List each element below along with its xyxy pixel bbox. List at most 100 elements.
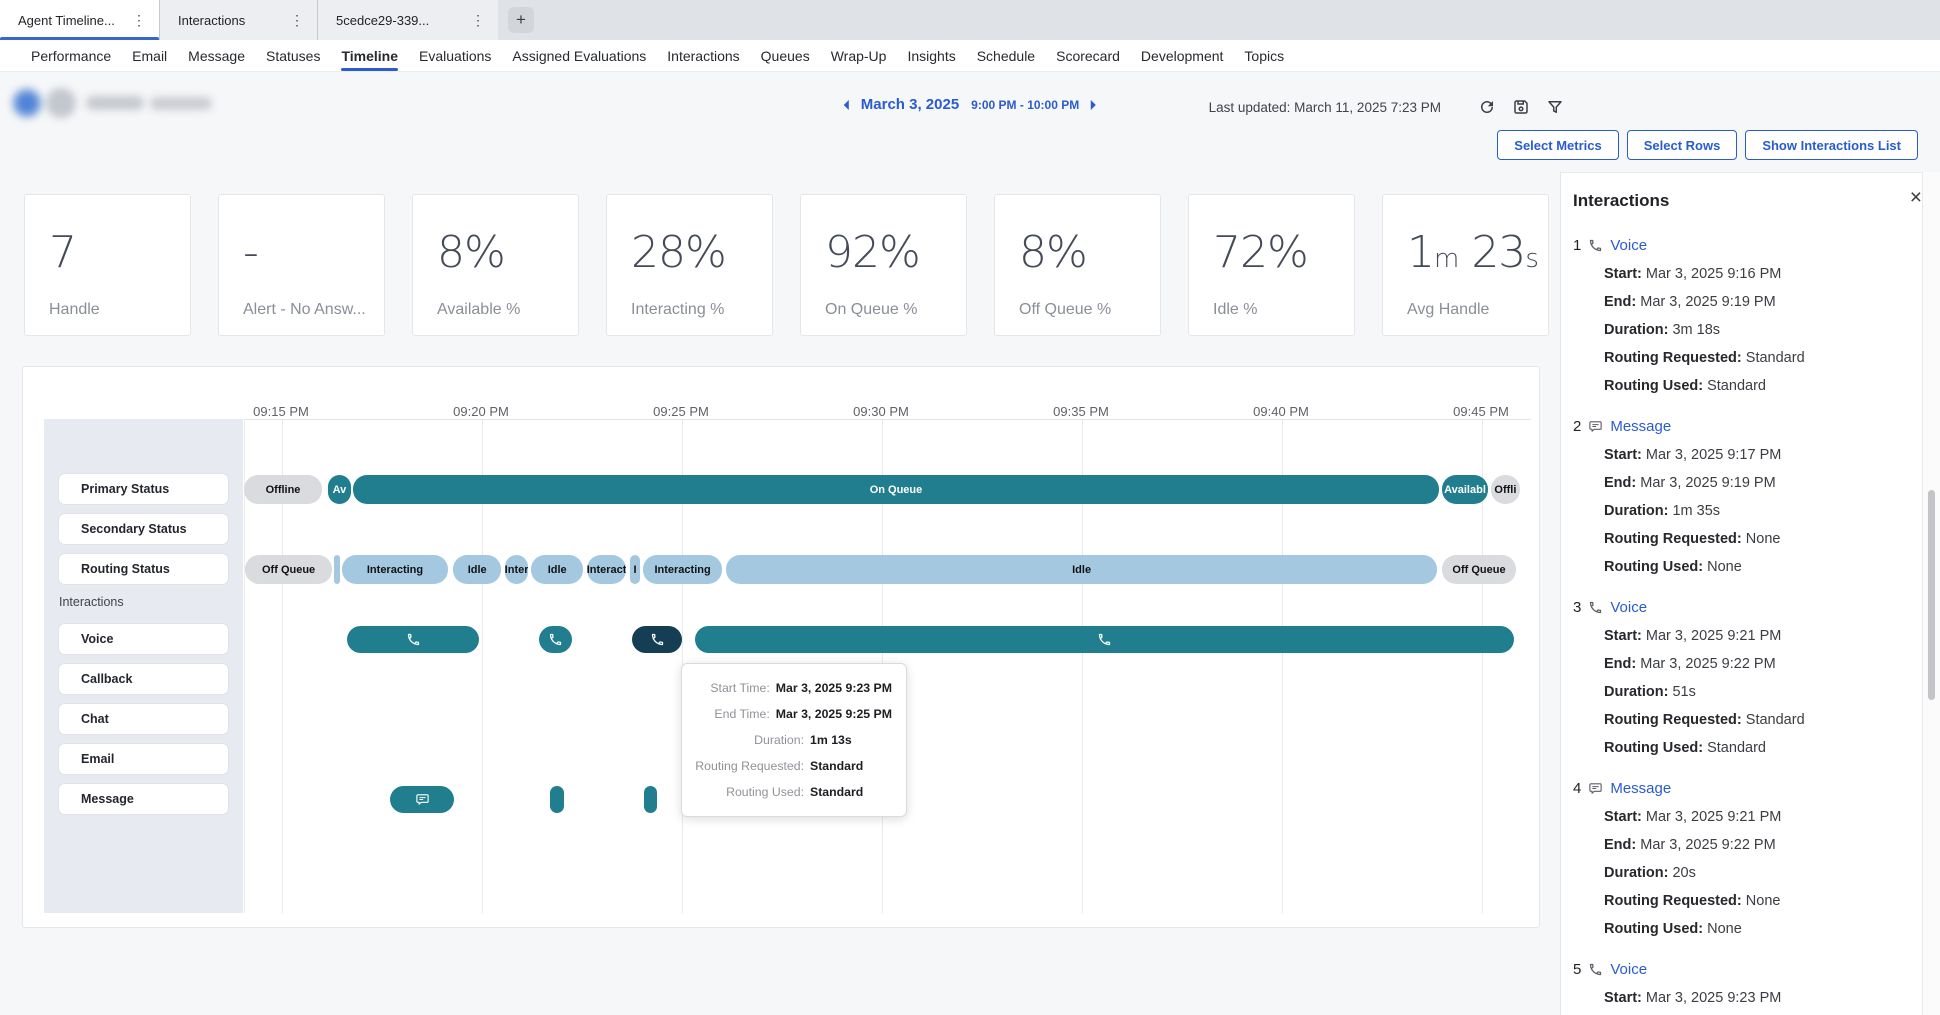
tooltip-value: Mar 3, 2025 9:23 PM <box>776 681 892 695</box>
chart-row-button-callback[interactable]: Callback <box>59 664 228 694</box>
routing-segment-interacting[interactable]: Interacting <box>342 555 448 584</box>
nav-tab-scorecard[interactable]: Scorecard <box>1056 40 1120 71</box>
interaction-detail: Routing Requested: None <box>1604 887 1920 915</box>
voice-segment[interactable] <box>347 626 479 653</box>
browser-tab-agent-timeline[interactable]: Agent Timeline...⋮ <box>0 0 160 40</box>
detail-value: Mar 3, 2025 9:19 PM <box>1640 294 1775 310</box>
message-segment[interactable] <box>550 786 564 813</box>
tooltip-row: Routing Requested:Standard <box>692 753 892 779</box>
primary-segment-availabl[interactable]: Availabl <box>1442 475 1488 504</box>
app-window: Agent Timeline...⋮Interactions⋮5cedce29-… <box>0 0 1940 1015</box>
routing-segment-off-queue[interactable]: Off Queue <box>245 555 332 584</box>
interaction-detail: Start: Mar 3, 2025 9:23 PM <box>1604 984 1920 1012</box>
nav-tab-insights[interactable]: Insights <box>907 40 955 71</box>
voice-segment[interactable] <box>539 626 572 653</box>
interaction-detail: End: Mar 3, 2025 9:22 PM <box>1604 831 1920 859</box>
detail-value: Mar 3, 2025 9:17 PM <box>1646 447 1781 463</box>
select-metrics-button[interactable]: Select Metrics <box>1497 130 1618 160</box>
nav-tab-schedule[interactable]: Schedule <box>977 40 1035 71</box>
interaction-number: 5 <box>1573 961 1581 978</box>
segment-label: Idle <box>543 564 572 576</box>
interaction-type-link[interactable]: Message <box>1610 418 1671 435</box>
voice-segment[interactable] <box>632 626 682 653</box>
voice-segment[interactable] <box>695 626 1514 653</box>
tooltip-row: Routing Used:Standard <box>692 779 892 805</box>
nav-tab-statuses[interactable]: Statuses <box>266 40 320 71</box>
close-icon[interactable]: × <box>1910 187 1922 208</box>
save-icon[interactable] <box>1511 97 1531 117</box>
phone-icon <box>406 632 421 647</box>
detail-value: Mar 3, 2025 9:16 PM <box>1646 266 1781 282</box>
panel-scrollbar-thumb[interactable] <box>1928 490 1935 700</box>
new-tab-button[interactable]: + <box>508 7 534 33</box>
current-date[interactable]: March 3, 2025 <box>861 96 959 113</box>
phone-icon <box>1588 962 1603 977</box>
chart-row-button-routing[interactable]: Routing Status <box>59 554 228 584</box>
next-interval-arrow-icon[interactable] <box>1091 100 1096 110</box>
interaction-type-link[interactable]: Voice <box>1610 961 1647 978</box>
tab-menu-icon[interactable]: ⋮ <box>468 12 488 29</box>
nav-tab-topics[interactable]: Topics <box>1244 40 1284 71</box>
detail-value: Standard <box>1746 350 1805 366</box>
nav-tab-email[interactable]: Email <box>132 40 167 71</box>
interaction-detail: Routing Used: Standard <box>1604 372 1920 400</box>
routing-segment-off-queue[interactable]: Off Queue <box>1442 555 1516 584</box>
interaction-detail: Start: Mar 3, 2025 9:17 PM <box>1604 441 1920 469</box>
routing-segment-i[interactable]: I <box>630 555 640 584</box>
chart-row-button-primary[interactable]: Primary Status <box>59 474 228 504</box>
nav-tab-performance[interactable]: Performance <box>31 40 111 71</box>
message-segment[interactable] <box>390 786 454 813</box>
nav-tab-development[interactable]: Development <box>1141 40 1224 71</box>
routing-segment-interacting[interactable]: Interacting <box>643 555 722 584</box>
routing-segment-idle[interactable]: Idle <box>726 555 1437 584</box>
browser-tab-interactions[interactable]: Interactions ⋮ <box>160 0 318 40</box>
interaction-type-link[interactable]: Voice <box>1610 599 1647 616</box>
nav-tab-message[interactable]: Message <box>188 40 245 71</box>
detail-value: 1m 35s <box>1672 503 1720 519</box>
nav-tab-queues[interactable]: Queues <box>761 40 810 71</box>
filter-icon[interactable] <box>1545 97 1565 117</box>
tab-menu-icon[interactable]: ⋮ <box>129 12 149 29</box>
interaction-type-link[interactable]: Message <box>1610 780 1671 797</box>
nav-tab-interactions[interactable]: Interactions <box>667 40 739 71</box>
routing-segment-idle[interactable]: Idle <box>531 555 583 584</box>
detail-value: Mar 3, 2025 9:21 PM <box>1646 628 1781 644</box>
detail-label: Start: <box>1604 628 1642 644</box>
chart-row-button-message[interactable]: Message <box>59 784 228 814</box>
tooltip-label: Duration: <box>692 733 804 747</box>
detail-label: End: <box>1604 656 1636 672</box>
nav-tab-assigned-evaluations[interactable]: Assigned Evaluations <box>512 40 646 71</box>
metric-label: Available % <box>437 301 568 319</box>
chart-row-button-chat[interactable]: Chat <box>59 704 228 734</box>
primary-segment-av[interactable]: Av <box>328 475 351 504</box>
browser-tab-5cedce29-339[interactable]: 5cedce29-339...⋮ <box>318 0 498 40</box>
tab-title: Interactions <box>178 13 279 28</box>
routing-segment[interactable] <box>334 555 340 584</box>
previous-interval-arrow-icon[interactable] <box>844 100 849 110</box>
primary-segment-offline[interactable]: Offline <box>244 475 322 504</box>
routing-segment-interact[interactable]: Interact <box>587 555 626 584</box>
message-segment[interactable] <box>644 786 657 813</box>
tab-menu-icon[interactable]: ⋮ <box>287 12 307 29</box>
panel-scrollbar-track[interactable] <box>1922 172 1940 1015</box>
primary-segment-on-queue[interactable]: On Queue <box>353 475 1439 504</box>
refresh-icon[interactable] <box>1477 97 1497 117</box>
interaction-detail: Routing Used: Standard <box>1604 734 1920 762</box>
chart-row-button-email[interactable]: Email <box>59 744 228 774</box>
select-rows-button[interactable]: Select Rows <box>1627 130 1738 160</box>
routing-segment-idle[interactable]: Idle <box>453 555 501 584</box>
primary-segment-offli[interactable]: Offli <box>1491 475 1520 504</box>
show-interactions-list-button[interactable]: Show Interactions List <box>1745 130 1918 160</box>
chart-row-button-voice[interactable]: Voice <box>59 624 228 654</box>
interaction-item-4: 4MessageStart: Mar 3, 2025 9:21 PMEnd: M… <box>1573 780 1920 943</box>
toolbar: Select Metrics Select Rows Show Interact… <box>1497 130 1918 160</box>
interaction-type-link[interactable]: Voice <box>1610 237 1647 254</box>
interaction-item-header: 1Voice <box>1573 237 1920 254</box>
browser-tabs: Agent Timeline...⋮Interactions⋮5cedce29-… <box>0 0 498 40</box>
nav-tab-evaluations[interactable]: Evaluations <box>419 40 491 71</box>
metric-label: Alert - No Answ... <box>243 301 374 319</box>
nav-tab-wrap-up[interactable]: Wrap-Up <box>831 40 887 71</box>
routing-segment-inter[interactable]: Inter <box>505 555 528 584</box>
nav-tab-timeline[interactable]: Timeline <box>341 40 398 71</box>
chart-row-button-secondary[interactable]: Secondary Status <box>59 514 228 544</box>
